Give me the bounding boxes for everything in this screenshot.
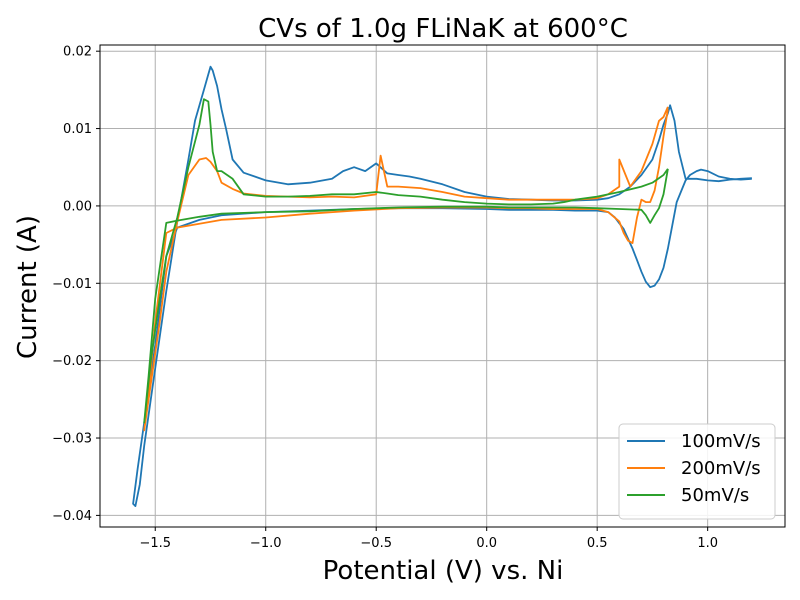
y-tick-label: −0.03 <box>52 432 92 447</box>
y-tick-label: −0.01 <box>52 277 92 292</box>
y-tick-label: 0.02 <box>63 45 92 60</box>
x-tick-label: −1.0 <box>250 536 282 551</box>
plot-frame <box>99 44 786 528</box>
x-tick-label: −0.5 <box>360 536 392 551</box>
series-line-0 <box>132 65 752 508</box>
x-tick-label: 0.5 <box>587 536 608 551</box>
legend: 100mV/s 200mV/s 50mV/s <box>618 423 776 520</box>
x-tick-label: 1.0 <box>697 536 718 551</box>
y-axis-title: Current (A) <box>13 215 43 359</box>
legend-label: 50mV/s <box>681 485 749 506</box>
y-tick-label: −0.02 <box>52 354 92 369</box>
series-layer <box>132 65 752 508</box>
legend-label: 200mV/s <box>681 458 761 479</box>
x-tick-label: −1.5 <box>139 536 171 551</box>
y-axis-ticks: −0.04 −0.03 −0.02 −0.01 0.00 0.01 0.02 <box>52 45 100 524</box>
y-tick-label: −0.04 <box>52 509 92 524</box>
series-line-1 <box>143 106 669 432</box>
chart-title: CVs of 1.0g FLiNaK at 600°C <box>258 14 628 44</box>
y-tick-label: 0.00 <box>63 199 92 214</box>
x-axis-title: Potential (V) vs. Ni <box>323 556 564 586</box>
legend-label: 100mV/s <box>681 431 761 452</box>
x-tick-label: 0.0 <box>476 536 497 551</box>
series-line-2 <box>143 98 669 424</box>
y-tick-label: 0.01 <box>63 122 92 137</box>
x-axis-ticks: −1.5 −1.0 −0.5 0.0 0.5 1.0 <box>139 527 718 551</box>
